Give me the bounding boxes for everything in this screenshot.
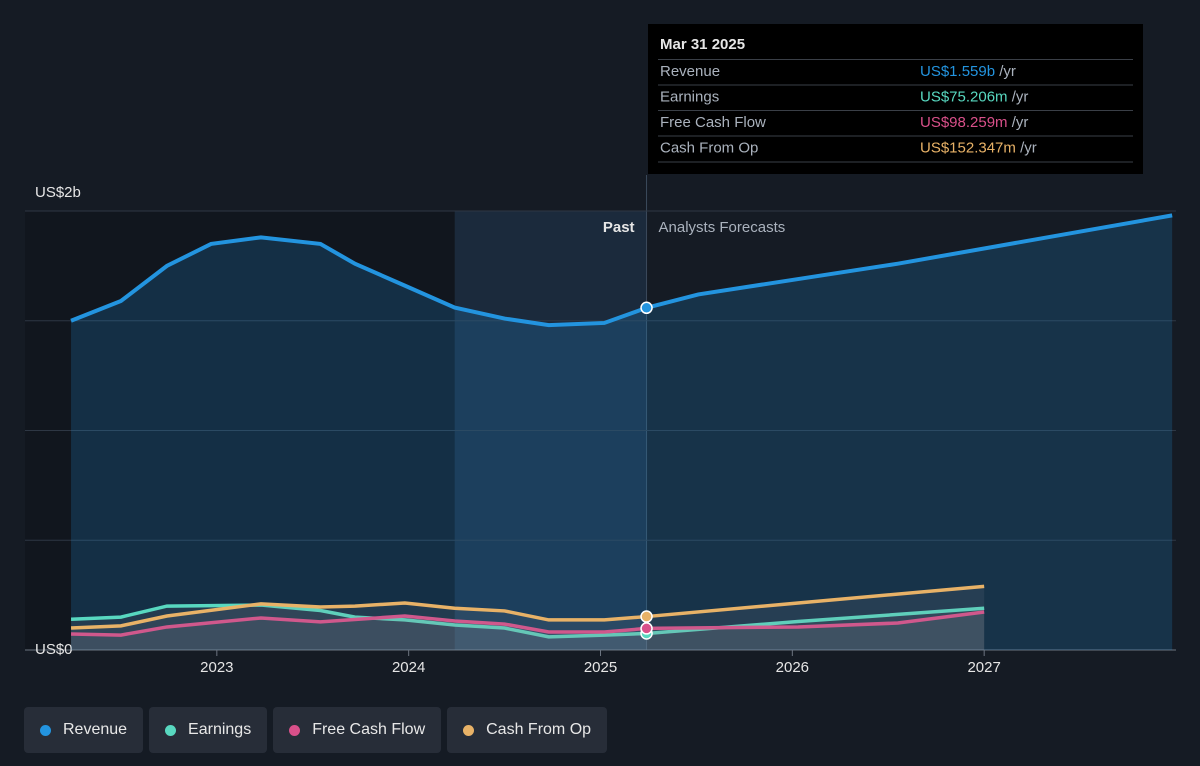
tooltip: Mar 31 2025 Revenue US$1.559b /yr Earnings U… [648,24,1143,174]
legend: Revenue Earnings Free Cash Flow Cash From O… [24,707,608,753]
past-label: Past [603,219,635,236]
tooltip-value-label: US$98.259m [920,114,1008,131]
x-tick-label: 2023 [200,659,233,676]
tooltip-unit: /yr [1012,88,1029,105]
series-area [71,215,1173,650]
y-tick-label: US$2b [35,184,81,201]
series-line [71,610,985,637]
tooltip-value-label: US$1.559b [920,63,995,80]
tooltip-label: Earnings [660,88,719,105]
legend-swatch [289,724,301,736]
x-tick-label: 2025 [584,659,617,676]
series-line [70,603,985,639]
tooltip-value-label: US$75.206m [920,88,1008,105]
legend-label: Revenue [63,721,128,738]
series-line [70,584,985,630]
legend-swatch [40,724,51,736]
tooltip-label: Revenue [660,63,720,80]
tooltip-value: US$75.206m /yr [920,88,1028,105]
tooltip-unit: /yr [1020,139,1037,156]
y-tick-label: US$0 [35,641,73,658]
tooltip-value: US$1.559b /yr [920,63,1016,80]
x-tick-label: 2024 [392,659,425,676]
legend-label: Free Cash Flow [312,721,426,738]
tooltip-date: Mar 31 2025 [660,36,745,53]
tooltip-unit: /yr [1012,114,1029,131]
legend-item[interactable]: Earnings [149,707,268,753]
legend-swatch [165,724,177,736]
legend-label: Earnings [188,721,252,738]
legend-swatch [463,724,475,736]
legend-item[interactable]: Cash From Op [447,707,608,753]
tooltip-label: Cash From Op [660,139,758,156]
tooltip-value: US$98.259m /yr [920,114,1028,131]
legend-item[interactable]: Free Cash Flow [273,707,442,753]
series-area [71,605,985,650]
legend-item[interactable]: Revenue [24,707,144,753]
forecast-label: Analysts Forecasts [659,219,786,236]
tooltip-point [640,301,653,315]
tooltip-point [640,622,653,635]
chart: Past Analysts Forecasts US$0 US$2b 2023 2024 2… [25,24,1176,676]
tooltip-label: Free Cash Flow [660,114,766,131]
series-area [71,586,985,650]
legend-label: Cash From Op [486,721,592,738]
tooltip-unit: /yr [999,63,1016,80]
tooltip-value-label: US$152.347m [920,139,1016,156]
x-tick-label: 2026 [776,659,809,676]
x-tick-label: 2027 [967,659,1000,676]
tooltip-box [648,24,1143,174]
series-line [70,213,1173,328]
tooltip-point [640,610,653,623]
tooltip-value: US$152.347m /yr [920,139,1037,156]
